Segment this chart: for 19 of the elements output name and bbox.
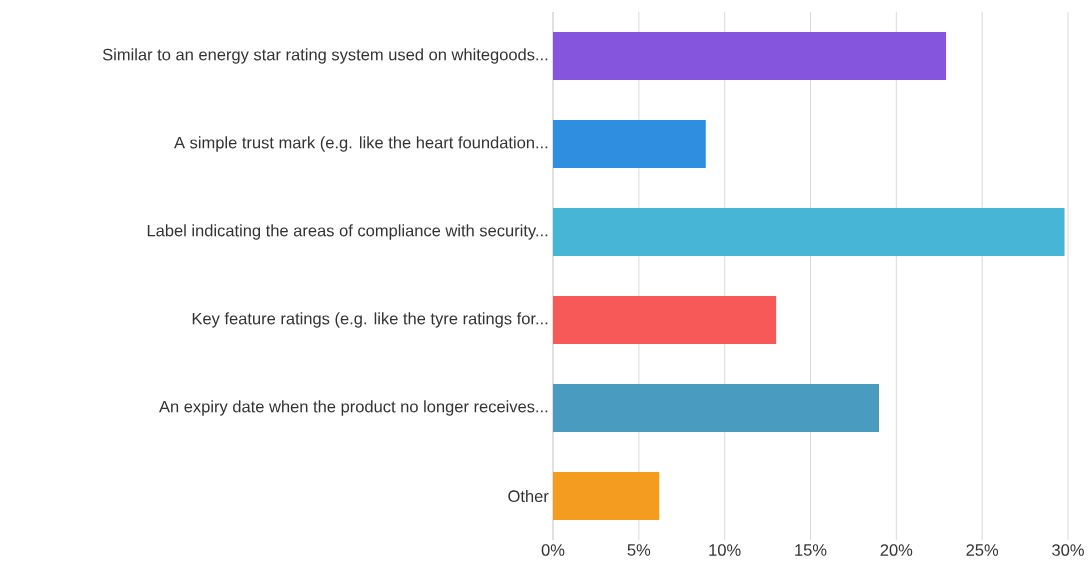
bar	[553, 296, 777, 344]
x-tick-label: 20%	[880, 544, 913, 556]
x-tick-label: 30%	[1052, 544, 1084, 556]
y-tick-label: Label indicating the areas of compliance with security...	[147, 224, 548, 240]
x-tick-label: 0%	[541, 544, 565, 556]
x-tick-label: 25%	[966, 544, 999, 556]
bar	[553, 471, 660, 520]
y-tick-label: Similar to an energy star rating system used on whitegoods...	[102, 48, 548, 64]
x-tick-label: 15%	[795, 544, 827, 556]
x-tick-label: 5%	[627, 544, 651, 556]
y-tick-label: Key feature ratings (e.g. like the tyre ratings for...	[192, 312, 548, 328]
bar	[553, 208, 1065, 256]
bar	[553, 32, 947, 80]
x-tick-label: 10%	[709, 544, 741, 556]
y-tick-label: A simple trust mark (e.g. like the heart foundation...	[174, 136, 548, 152]
bar	[553, 120, 706, 168]
y-tick-label: Other	[508, 489, 549, 503]
y-tick-label: An expiry date when the product no longer receives...	[159, 400, 548, 416]
bar	[553, 383, 880, 432]
